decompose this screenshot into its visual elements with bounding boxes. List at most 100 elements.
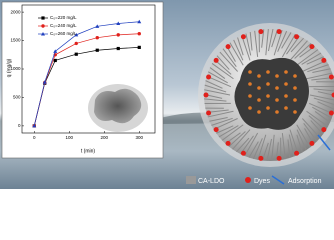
nanosheet <box>219 51 239 72</box>
dye-surface <box>331 92 334 98</box>
dye-surface <box>328 74 334 80</box>
dye-core <box>266 70 270 74</box>
x-tick-label: 100 <box>65 135 73 140</box>
x-axis-label: t (min) <box>81 148 96 154</box>
nanosheet <box>296 129 307 151</box>
nanosheet <box>216 55 230 70</box>
dye-core <box>284 70 288 74</box>
nanosheet <box>290 37 304 53</box>
nanosheet <box>249 31 253 51</box>
dye-core <box>284 82 288 86</box>
marker <box>95 24 100 28</box>
marker <box>74 52 78 56</box>
nanosheet <box>245 33 252 56</box>
dye-surface <box>309 140 315 146</box>
dye-core <box>248 70 252 74</box>
nanosheet <box>288 134 295 157</box>
nanosheet <box>289 129 299 155</box>
dye-core <box>257 74 261 78</box>
marker <box>41 24 45 28</box>
nanosheet <box>204 98 227 102</box>
nanosheet <box>271 134 275 162</box>
nanosheet <box>237 37 244 56</box>
legend-label: C₀=220 mg/L <box>50 15 77 20</box>
nanosheet <box>261 29 265 48</box>
nanosheet <box>207 110 234 118</box>
dye-surface <box>294 34 300 40</box>
nanosheet <box>275 142 279 161</box>
dye-core <box>275 74 279 78</box>
y-tick-label: 1000 <box>10 66 21 71</box>
dye-surface <box>276 155 282 161</box>
marker <box>53 58 57 63</box>
marker <box>42 80 47 84</box>
dye-surface <box>206 110 212 116</box>
nanosheet <box>301 118 321 139</box>
dye-surface <box>206 74 212 80</box>
dye-surface <box>258 155 264 161</box>
nanosheet <box>244 132 259 157</box>
chart-panel <box>1 1 164 159</box>
dye-surface <box>294 150 300 156</box>
nanosheet <box>204 84 227 93</box>
nanosheet <box>277 30 288 52</box>
nanosheet <box>254 30 259 58</box>
nanosheet <box>312 106 333 119</box>
nanosheet <box>229 42 244 66</box>
nanosheet <box>306 110 329 127</box>
nanosheet <box>265 28 269 56</box>
nanosheet <box>289 40 308 61</box>
sphere-core <box>234 57 309 130</box>
dye-core <box>266 106 270 110</box>
nanosheet <box>209 67 226 79</box>
nanosheet <box>266 138 273 162</box>
nanosheet <box>236 137 250 153</box>
dye-core <box>248 94 252 98</box>
dye-surface <box>321 57 327 63</box>
legend-label: C₀=240 mg/L <box>50 23 77 28</box>
nanosheet <box>207 71 228 84</box>
nanosheet <box>233 39 244 61</box>
nanosheet <box>221 124 244 141</box>
nanosheet <box>271 29 279 48</box>
dye-surface <box>225 44 231 50</box>
nanosheet <box>211 63 234 80</box>
dye-surface <box>213 57 219 63</box>
legend-label: C₀=260 mg/L <box>50 31 77 36</box>
nanosheet <box>309 94 334 101</box>
y-tick-label: 2000 <box>10 9 21 14</box>
dye-core <box>293 110 297 114</box>
dye-core <box>266 94 270 98</box>
nanosheet <box>216 125 234 134</box>
nanosheet <box>228 131 246 147</box>
nanosheet <box>310 120 324 135</box>
nanosheet <box>307 64 329 73</box>
x-tick-label: 200 <box>100 135 108 140</box>
nanosheet <box>294 43 312 59</box>
nanosheet <box>209 117 228 122</box>
dye-core <box>275 98 279 102</box>
dye-core <box>248 82 252 86</box>
nanosheet <box>306 72 333 80</box>
nanosheet <box>314 111 331 123</box>
nanosheet <box>213 118 238 130</box>
dye-core <box>284 106 288 110</box>
nanosheet <box>281 132 286 160</box>
dye-core <box>266 82 270 86</box>
nanosheet <box>232 129 251 150</box>
y-tick-label: 1500 <box>10 38 21 43</box>
nanosheet <box>218 125 239 138</box>
dye-core <box>257 86 261 90</box>
nanosheet <box>281 33 296 58</box>
marker <box>41 16 45 20</box>
nanosheet <box>261 142 269 161</box>
y-axis-label: q (mg/g) <box>6 58 12 77</box>
dye-core <box>293 98 297 102</box>
nanosheet <box>296 124 311 148</box>
nanosheet <box>312 68 331 73</box>
nanosheet <box>204 89 231 96</box>
dye-surface <box>225 140 231 146</box>
nanosheet <box>205 80 223 89</box>
dye-core <box>275 86 279 90</box>
dye-core <box>257 98 261 102</box>
